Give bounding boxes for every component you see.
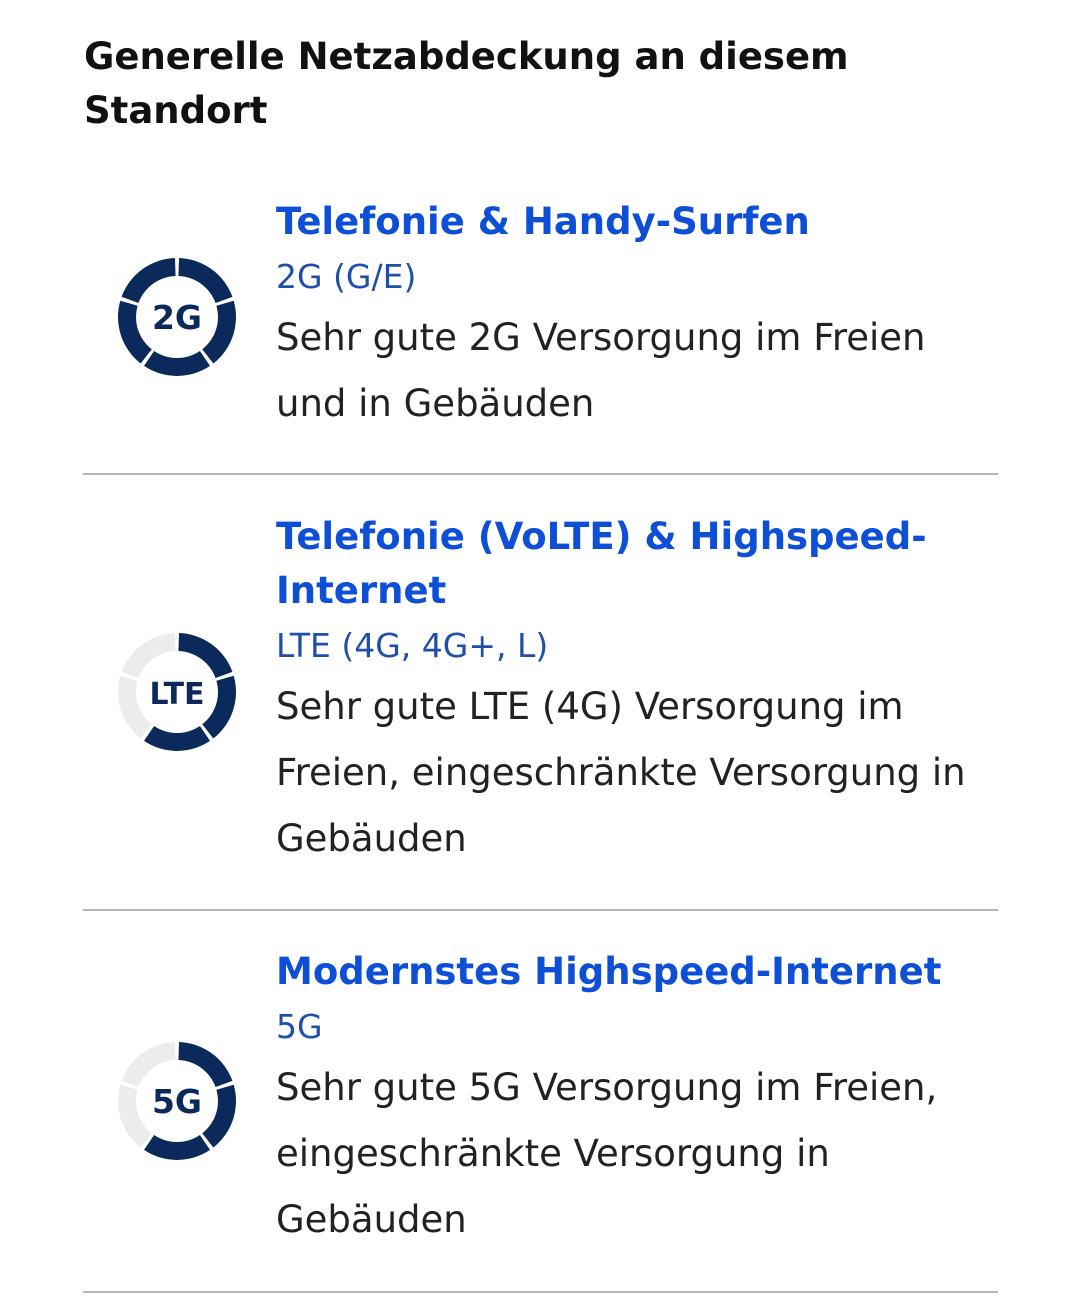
ring-segment-filled — [178, 258, 233, 303]
coverage-5g: 5G Modernstes Highspeed-Internet 5G Sehr… — [83, 945, 998, 1265]
ring-segment-empty — [118, 675, 152, 739]
section-title: Telefonie & Handy-Surfen — [276, 200, 810, 243]
coverage-lte: LTE Telefonie (VoLTE) & Highspeed-Intern… — [83, 510, 998, 890]
ring-segment-filled — [202, 675, 236, 739]
divider — [83, 909, 998, 911]
section-title: Modernstes Highspeed-Internet — [276, 950, 942, 993]
ring-segment-empty — [118, 1084, 152, 1148]
divider — [83, 473, 998, 475]
ring-segment-filled — [144, 1134, 210, 1160]
ring-segment-filled — [144, 725, 210, 751]
section-description: Sehr gute 5G Versorgung im Freien, einge… — [276, 1066, 938, 1241]
icon-label: 2G — [152, 298, 202, 337]
signal-strength-2g-icon: 2G — [118, 258, 236, 376]
section-description: Sehr gute LTE (4G) Versorgung im Freien,… — [276, 685, 966, 860]
signal-strength-lte-icon: LTE — [118, 633, 236, 751]
ring-segment-filled — [202, 300, 236, 364]
signal-strength-5g-icon: 5G — [118, 1042, 236, 1160]
ring-segment-empty — [121, 1042, 176, 1087]
ring-segment-filled — [178, 1042, 233, 1087]
coverage-2g: 2G Telefonie & Handy-Surfen 2G (G/E) Seh… — [83, 195, 998, 465]
divider — [83, 1291, 998, 1293]
section-description: Sehr gute 2G Versorgung im Freien und in… — [276, 316, 926, 425]
section-technology: LTE (4G, 4G+, L) — [276, 626, 549, 665]
ring-segment-filled — [121, 258, 176, 303]
ring-segment-empty — [121, 633, 176, 678]
icon-label: 5G — [152, 1082, 202, 1121]
section-technology: 2G (G/E) — [276, 257, 417, 296]
section-technology: 5G — [276, 1007, 323, 1046]
ring-segment-filled — [144, 350, 210, 376]
ring-segment-filled — [178, 633, 233, 678]
icon-label: LTE — [149, 677, 204, 712]
section-title: Telefonie (VoLTE) & Highspeed-Internet — [276, 515, 927, 612]
ring-segment-filled — [118, 300, 152, 364]
ring-segment-filled — [202, 1084, 236, 1148]
page-title: Generelle Netzabdeckung an diesem Stando… — [84, 35, 849, 132]
